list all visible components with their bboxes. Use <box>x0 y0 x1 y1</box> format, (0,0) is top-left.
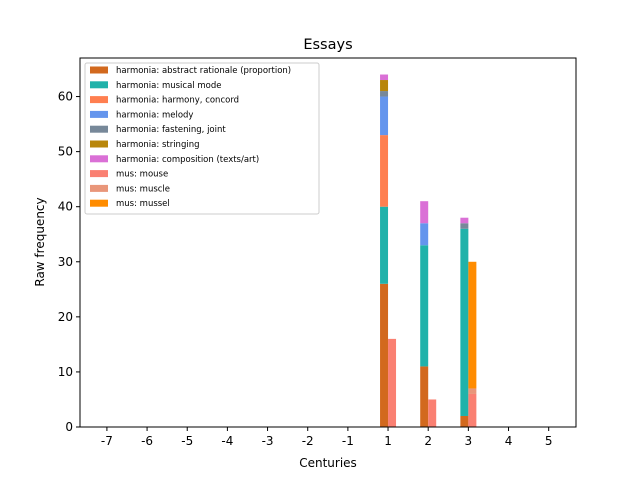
x-tick-label: 1 <box>384 434 392 448</box>
y-tick-label: 10 <box>58 365 73 379</box>
x-axis-title: Centuries <box>299 456 357 470</box>
y-tick-label: 60 <box>58 90 73 104</box>
x-tick-label: -5 <box>181 434 193 448</box>
bar-segment <box>420 223 429 246</box>
x-tick-label: -1 <box>342 434 354 448</box>
y-axis-title: Raw frequency <box>33 197 47 286</box>
bar-segment <box>420 245 429 367</box>
legend-swatch <box>90 125 108 133</box>
bar-segment <box>380 96 389 136</box>
legend-label: harmonia: composition (texts/art) <box>116 155 259 165</box>
bar-segment <box>460 223 469 229</box>
legend-label: harmonia: abstract rationale (proportion… <box>116 66 291 76</box>
bar-segment <box>468 388 477 394</box>
x-tick-label: -4 <box>221 434 233 448</box>
bar-segment <box>460 217 469 224</box>
x-tick-label: 2 <box>424 434 432 448</box>
legend-swatch <box>90 170 108 178</box>
legend-label: harmonia: harmony, concord <box>116 96 239 106</box>
bar-segment <box>388 338 397 427</box>
y-tick-label: 40 <box>58 200 73 214</box>
legend-label: harmonia: musical mode <box>116 81 221 91</box>
legend-swatch <box>90 155 108 163</box>
bar-segment <box>420 366 429 427</box>
bar-segment <box>380 80 389 92</box>
legend: harmonia: abstract rationale (proportion… <box>84 62 320 215</box>
y-tick-label: 0 <box>65 420 73 434</box>
bar-segment <box>380 283 389 427</box>
bar-segment <box>460 415 469 427</box>
legend-swatch <box>90 199 108 207</box>
legend-swatch <box>90 81 108 89</box>
bar-segment <box>468 261 477 389</box>
x-tick-label: -3 <box>262 434 274 448</box>
legend-label: mus: mussel <box>116 199 170 209</box>
bar-segment <box>460 228 469 416</box>
y-tick-label: 50 <box>58 145 73 159</box>
legend-swatch <box>90 96 108 104</box>
x-tick-label: -2 <box>302 434 314 448</box>
x-tick-label: 5 <box>545 434 553 448</box>
bar-segment <box>380 135 389 207</box>
legend-swatch <box>90 110 108 118</box>
legend-swatch <box>90 140 108 148</box>
bar-segment <box>420 201 429 224</box>
bar-segment <box>468 393 477 427</box>
bar-segment <box>380 91 389 97</box>
bar-segment <box>428 399 437 427</box>
x-tick-label: 4 <box>505 434 513 448</box>
legend-swatch <box>90 184 108 192</box>
bar-segment <box>380 74 389 81</box>
plot-area-frame <box>79 57 577 428</box>
chart-title: Essays <box>303 37 352 53</box>
y-axis: 0 10 20 30 40 50 60 <box>58 90 80 434</box>
y-tick-label: 20 <box>58 310 73 324</box>
x-axis: -7 -6 -5 -4 -3 -2 -1 1 2 3 4 5 <box>101 427 553 448</box>
legend-label: mus: muscle <box>116 184 170 194</box>
legend-frame <box>84 62 320 215</box>
bar-segment <box>380 206 389 284</box>
legend-label: harmonia: stringing <box>116 140 200 150</box>
x-tick-label: -6 <box>141 434 153 448</box>
bars-layer <box>380 74 477 427</box>
x-tick-label: 3 <box>465 434 473 448</box>
x-tick-label: -7 <box>101 434 113 448</box>
legend-label: harmonia: melody <box>116 110 193 120</box>
legend-label: mus: mouse <box>116 170 168 180</box>
legend-swatch <box>90 66 108 74</box>
legend-label: harmonia: fastening, joint <box>116 125 226 135</box>
y-tick-label: 30 <box>58 255 73 269</box>
